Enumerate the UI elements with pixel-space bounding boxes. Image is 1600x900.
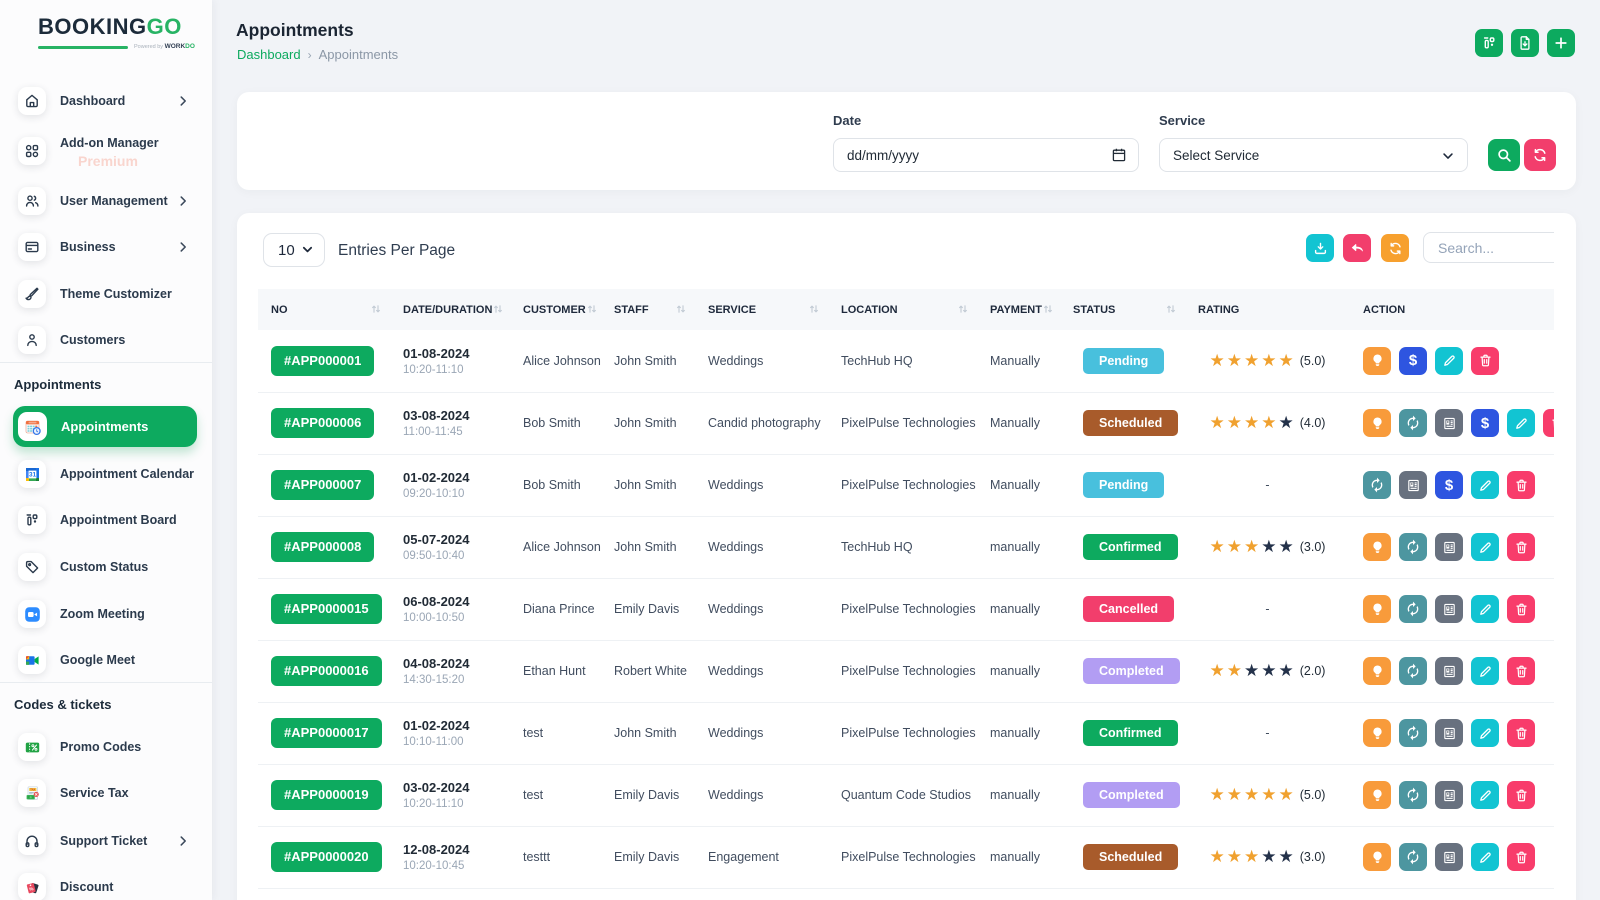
svg-text:%: % (28, 886, 33, 892)
svg-text:31: 31 (28, 471, 36, 478)
svg-text:TAX: TAX (30, 787, 35, 791)
